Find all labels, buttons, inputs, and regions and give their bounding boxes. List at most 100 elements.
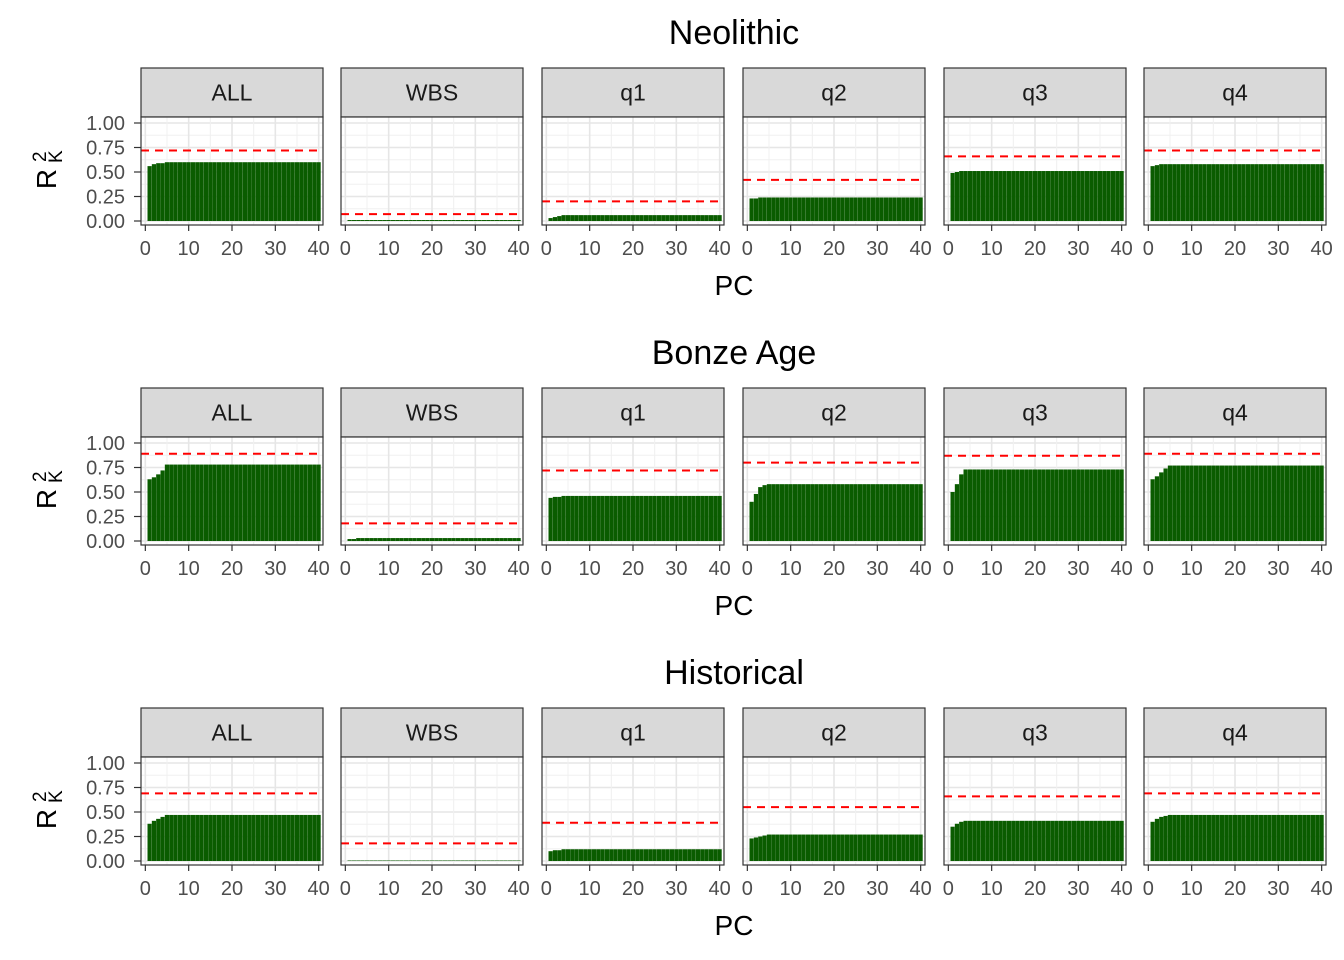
bar [1045,469,1051,541]
bar [814,197,819,221]
bar [823,834,828,861]
bar [1163,468,1168,541]
bar [901,197,906,221]
bar [980,820,986,861]
bar [870,834,876,861]
bar [678,849,683,861]
bar [1080,820,1085,861]
bar [421,538,426,541]
bar [1097,171,1103,221]
bar [600,495,605,541]
facet-wbs: WBS 0 10 20 30 40 [340,707,530,900]
bar [460,538,465,541]
bar [160,163,165,221]
bar [648,495,653,541]
bar [1232,164,1238,221]
bar [1310,164,1316,221]
x-tick-label: 10 [579,238,601,260]
bar [477,220,482,221]
bar [980,171,986,221]
bar [691,495,696,541]
bar [1315,814,1320,861]
bar [985,171,990,221]
bar [674,495,679,541]
x-tick-label: 10 [178,878,200,900]
x-tick-label: 0 [1143,558,1154,580]
bar [972,171,977,221]
bar [1241,814,1246,861]
bar [1080,171,1085,221]
bar [985,469,990,541]
panel-title: Historical [664,654,804,692]
panel-title: Bonze Age [652,334,816,372]
bar [1110,171,1116,221]
x-tick-label: 40 [308,878,330,900]
bar [626,849,631,861]
facet-q2: q2 0 10 20 30 40 [742,67,932,260]
facet-strip [340,387,524,438]
bar [1172,164,1177,221]
bar [1150,821,1155,861]
x-tick-label: 20 [221,238,243,260]
x-tick-label: 10 [178,558,200,580]
facet-strip-label: WBS [406,80,458,106]
bar [277,464,282,541]
y-tick-label: 0.75 [86,778,125,800]
bar [1267,164,1272,221]
bar [661,495,666,541]
y-tick-label: 0.50 [86,802,125,824]
x-tick-label: 0 [1143,238,1154,260]
bar [1176,814,1181,861]
bar [648,849,653,861]
bar [490,538,495,541]
bar [1302,465,1307,541]
bar [290,464,295,541]
bar [1206,164,1212,221]
x-axis-title: PC [715,910,754,941]
bar [749,838,754,861]
bar [788,834,793,861]
facet-strip-label: ALL [212,720,253,746]
bar [360,220,365,221]
bar [173,464,178,541]
bar [950,492,955,541]
bar [622,215,627,221]
bar [678,215,683,221]
bar [1254,164,1259,221]
bar [905,834,910,861]
x-tick-label: 30 [866,558,888,580]
bar [1024,820,1029,861]
bar [792,834,798,861]
bar [862,834,867,861]
bar [1237,814,1242,861]
bar [700,849,705,861]
bar [587,215,592,221]
x-tick-label: 30 [464,238,486,260]
bar [247,814,252,861]
bar [382,220,387,221]
bar [1089,171,1094,221]
bar [1163,164,1168,221]
bar [307,464,313,541]
bar [708,215,714,221]
bar [1163,815,1168,861]
bar [1271,465,1277,541]
bar [862,484,867,541]
bar [225,464,230,541]
bar [169,162,174,221]
bar [1159,472,1164,541]
y-axis-title: R 2K [30,790,67,829]
bar [959,474,964,541]
bar [369,220,374,221]
bar [888,197,893,221]
bar [1080,469,1085,541]
x-tick-label: 0 [1143,878,1154,900]
bar [503,220,508,221]
bar [914,834,919,861]
bar [264,464,269,541]
bar [481,538,487,541]
bar [784,834,789,861]
bar [967,171,973,221]
x-tick-label: 30 [1267,558,1289,580]
bar [914,484,919,541]
